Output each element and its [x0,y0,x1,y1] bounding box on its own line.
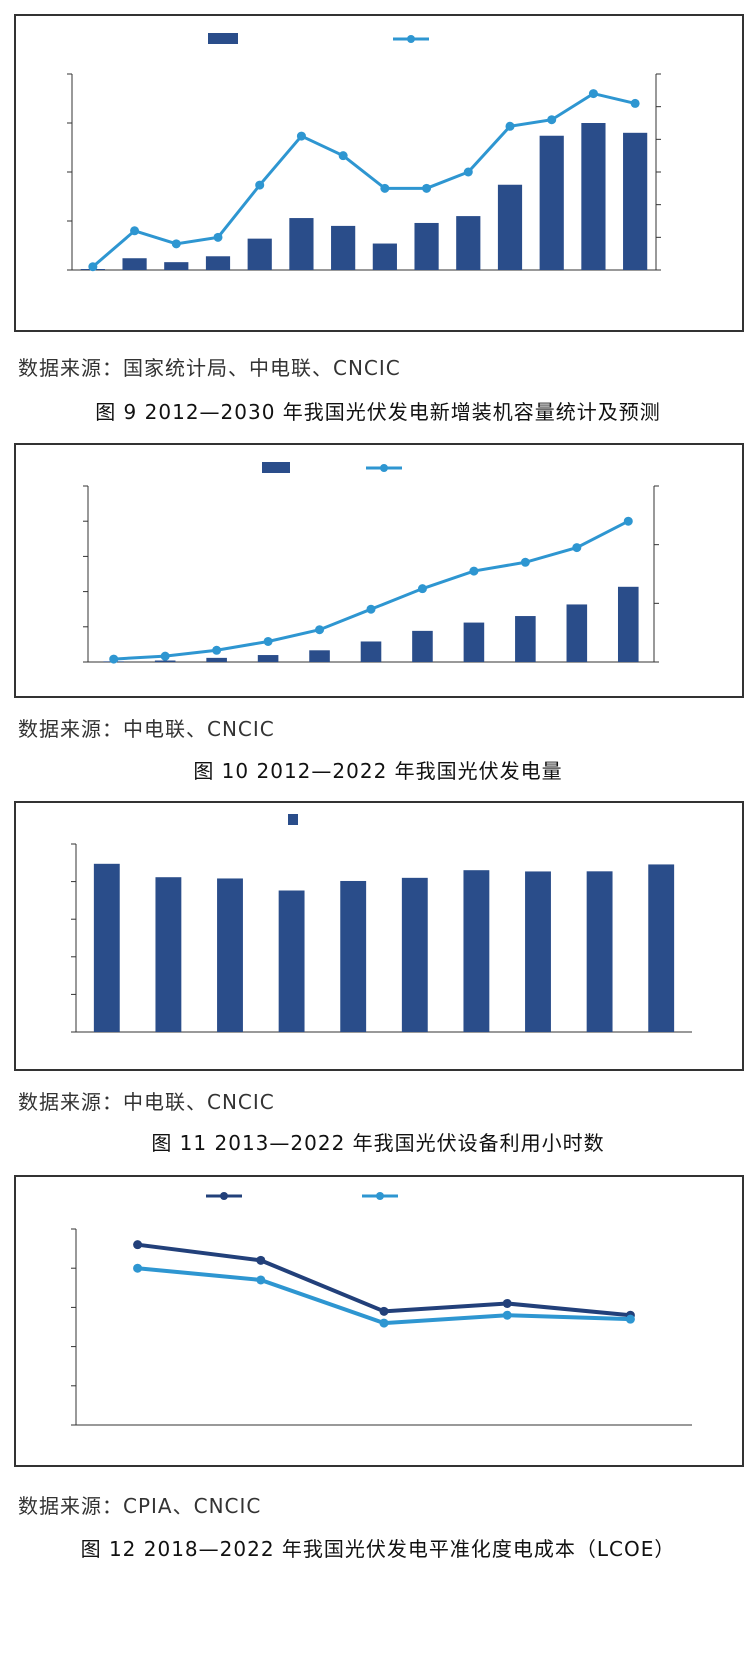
legend-line-marker [407,35,415,43]
chart-2-frame [14,443,744,698]
line-point [133,1240,143,1250]
chart-2-caption: 图 10 2012—2022 年我国光伏发电量 [193,759,563,783]
legend-bar-swatch [288,814,298,825]
legend-bar-swatch [262,462,290,473]
line-point [379,1306,389,1316]
bar [372,243,397,270]
series-line [137,1242,631,1318]
legend-line-marker [220,1192,228,1200]
chart-3-caption: 图 11 2013—2022 年我国光伏设备利用小时数 [151,1131,605,1155]
bar [154,660,176,662]
bar [217,878,243,1032]
line-point [160,651,170,661]
legend-line-marker [376,1192,384,1200]
bar [617,586,639,662]
line-point [213,232,223,242]
line-point [171,239,181,249]
bar [164,262,189,270]
chart-2-svg [83,462,659,664]
line-point [623,516,633,526]
line-point [502,1310,512,1320]
bar [289,218,314,270]
line-point [572,543,582,553]
bar [401,877,428,1032]
chart-2-source: 数据来源：中电联、CNCIC [18,717,275,741]
bar [122,258,147,270]
line-point [338,151,348,161]
line-point [469,566,479,576]
line-point [256,1275,266,1285]
line-point [255,180,265,190]
line-point [379,1318,389,1328]
line-point [630,98,640,108]
chart-4-caption: 图 12 2018—2022 年我国光伏发电平准化度电成本（LCOE） [80,1537,676,1561]
series-line [113,519,629,661]
bar [497,184,523,270]
line-point [502,1298,512,1308]
chart-1-caption: 图 9 2012—2030 年我国光伏发电新增装机容量统计及预测 [95,400,661,424]
line-point [366,604,376,614]
series-line [91,91,636,268]
bar [566,604,588,662]
line-point [588,89,598,99]
chart-3-svg [71,814,692,1033]
bar [581,123,606,270]
line-point [109,654,119,664]
bar [247,238,272,270]
bar [205,256,231,270]
bar [623,132,648,270]
line-point [133,1263,143,1273]
line-point [315,625,325,635]
chart-1-source: 数据来源：国家统计局、中电联、CNCIC [18,356,401,380]
bar [648,864,675,1032]
bar [309,650,330,662]
line-point [380,183,390,193]
chart-1-frame [14,14,744,332]
line-point [88,262,98,272]
bar [340,880,367,1032]
chart-1-svg [67,33,661,272]
chart-3-source: 数据来源：中电联、CNCIC [18,1090,275,1114]
bar [463,622,485,662]
bar [257,655,279,662]
bar [456,216,481,270]
bar [360,641,382,662]
bar [93,863,120,1032]
chart-4-source: 数据来源：CPIA、CNCIC [18,1494,262,1518]
legend-bar-swatch [208,33,238,44]
bar [539,135,564,270]
chart-4-svg [71,1192,692,1426]
line-point [256,1255,266,1265]
chart-4-frame [14,1175,744,1467]
line-point [296,131,306,141]
bar [463,870,490,1032]
line-point [505,121,515,131]
line-point [547,115,557,125]
line-point [422,183,432,193]
line-point [417,584,427,594]
legend-line-marker [380,464,388,472]
bar [515,616,536,662]
line-point [130,226,140,236]
bar [278,890,305,1032]
bar [412,630,433,662]
bar [206,657,227,662]
line-point [625,1314,635,1324]
bar [586,871,613,1032]
line-point [463,167,473,177]
line-point [263,636,273,646]
chart-3-frame [14,801,744,1071]
line-point [520,557,530,567]
line-point [212,645,222,655]
bar [331,225,356,270]
bar [155,877,182,1032]
bar [525,871,551,1032]
bar [414,222,439,270]
